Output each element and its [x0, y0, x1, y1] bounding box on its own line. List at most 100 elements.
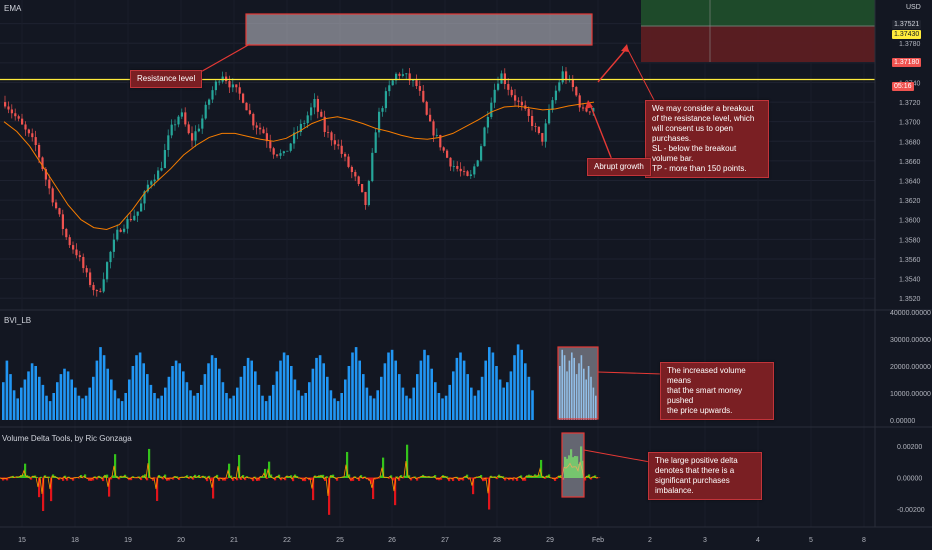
candle-body [7, 106, 10, 110]
candle-body [255, 125, 258, 128]
volume-bar [473, 395, 477, 420]
delta-bar [348, 474, 351, 478]
volume-bar [513, 355, 516, 420]
delta-bar [96, 477, 99, 480]
candle-body [401, 74, 404, 76]
delta-bar [334, 477, 337, 478]
y-tick-label: 1.3680 [899, 139, 921, 146]
candle-body [503, 73, 506, 85]
delta-bar [576, 456, 579, 478]
y-tick-label: 1.3720 [899, 100, 921, 107]
candle-body [367, 181, 370, 206]
volume-bar [279, 360, 282, 420]
candle-body [337, 144, 340, 146]
delta-bar [228, 463, 231, 478]
delta-bar [502, 476, 505, 478]
volume-bar [412, 387, 415, 420]
candle-body [350, 166, 353, 173]
candle-body [347, 156, 350, 167]
candle-body [34, 137, 37, 145]
volume-bar [149, 384, 153, 420]
volume-bar [322, 363, 325, 420]
volume-bar [362, 374, 365, 420]
delta-bar [346, 451, 349, 478]
delta-bar [536, 475, 539, 478]
delta-area [0, 444, 601, 515]
delta-bar [446, 476, 449, 478]
candle-body [14, 113, 17, 117]
volume-bar [41, 384, 45, 420]
candle-body [333, 140, 336, 145]
candle-body [68, 237, 71, 246]
volume-bar [5, 360, 9, 420]
volume-bar [448, 384, 451, 420]
candle-body [123, 228, 126, 232]
price-tag-top: 1.37521 [892, 20, 922, 29]
volume-bar [561, 349, 563, 420]
candle-body [197, 128, 200, 132]
candle-body [72, 245, 75, 250]
delta-bar [440, 477, 443, 480]
volume-bar [416, 374, 419, 420]
volume-bar [568, 360, 571, 420]
delta-bar [380, 475, 383, 478]
x-tick-label: 29 [546, 537, 554, 544]
volume-bar [329, 390, 333, 420]
delta-bar [210, 477, 213, 481]
y-tick-label: 1.3660 [899, 159, 921, 166]
volume-bar [182, 371, 185, 420]
volume-bar [595, 395, 597, 420]
delta-bar [368, 477, 371, 481]
candle-body [561, 71, 564, 83]
delta-bar [538, 474, 541, 478]
candle-body [391, 80, 394, 86]
candle-body [157, 170, 160, 180]
delta-bar [586, 475, 589, 478]
delta-bar [326, 476, 329, 478]
candle-body [466, 171, 469, 176]
delta-bar [582, 460, 585, 478]
candle-body [490, 102, 493, 117]
volume-bar [286, 355, 289, 420]
candle-body [544, 123, 547, 142]
delta-bar [108, 477, 111, 497]
candle-body [133, 215, 136, 221]
volume-bar [167, 376, 171, 420]
volume-bar [566, 371, 568, 420]
delta-pointer [583, 449, 651, 463]
delta-bar [242, 475, 245, 478]
volume-bar [466, 374, 469, 420]
candle-body [517, 100, 520, 102]
volume-bar [300, 395, 304, 420]
volume-bar [434, 382, 437, 420]
delta-bar [154, 477, 157, 479]
candle-body [412, 80, 415, 81]
delta-bar [544, 477, 547, 479]
candle-body [456, 166, 459, 169]
volume-bar [390, 349, 394, 420]
candle-body [245, 102, 248, 111]
delta-bar [560, 475, 563, 478]
volume-bar [99, 347, 102, 420]
growth-arrow [589, 103, 613, 161]
volume-bar [401, 387, 405, 420]
y-tick-label: 1.3540 [899, 277, 921, 284]
x-tick-label: 25 [336, 537, 344, 544]
delta-bar [22, 474, 25, 478]
delta-bar [266, 477, 269, 479]
delta-bar [40, 476, 43, 478]
candle-body [194, 131, 197, 141]
delta-bar [172, 477, 175, 480]
candle-body [316, 99, 319, 112]
volume-bar [315, 357, 318, 420]
delta-bar [362, 477, 365, 480]
delta-bar [36, 476, 39, 478]
delta-bar [456, 476, 459, 478]
volume-bar [135, 355, 138, 420]
candle-body [565, 71, 568, 81]
candle-body [554, 90, 557, 101]
candle-body [551, 100, 554, 110]
delta-bar [414, 476, 417, 478]
candle-body [51, 188, 54, 203]
delta-bar [190, 475, 193, 478]
